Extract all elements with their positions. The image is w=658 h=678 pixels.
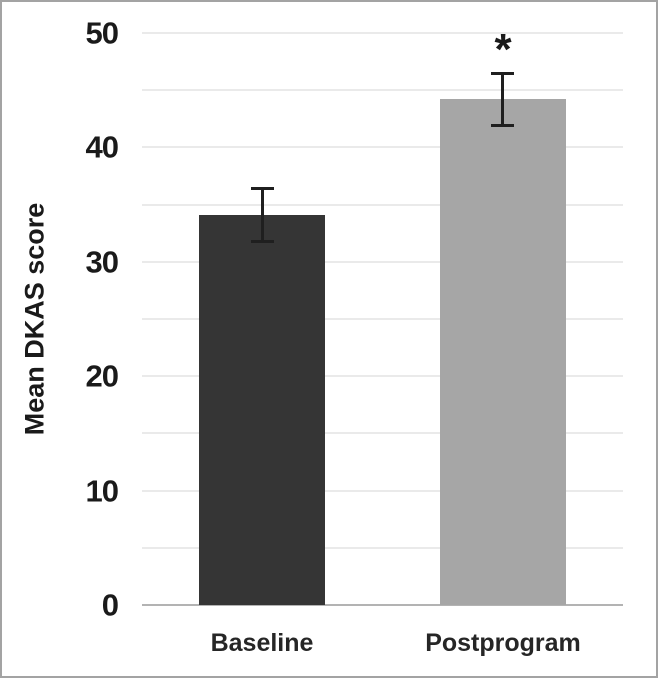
error-bar-cap-bottom bbox=[251, 240, 274, 243]
error-bar-line bbox=[501, 73, 504, 126]
y-axis-title: Mean DKAS score bbox=[19, 202, 50, 436]
gridline-35 bbox=[142, 204, 623, 206]
gridline-20 bbox=[142, 375, 623, 377]
y-tick-40: 40 bbox=[85, 129, 119, 165]
error-bar-line bbox=[261, 189, 264, 242]
error-bar-cap-top bbox=[251, 187, 274, 190]
error-bar-cap-top bbox=[491, 72, 514, 75]
gridline-30 bbox=[142, 261, 623, 263]
y-tick-10: 10 bbox=[85, 473, 119, 509]
error-bar-cap-bottom bbox=[491, 124, 514, 127]
gridline-45 bbox=[142, 89, 623, 91]
gridline-5 bbox=[142, 547, 623, 549]
category-label-postprogram: Postprogram bbox=[425, 629, 581, 657]
y-tick-20: 20 bbox=[85, 358, 119, 394]
gridline-50 bbox=[142, 32, 623, 34]
x-axis-line bbox=[142, 604, 623, 606]
bar-postprogram bbox=[440, 99, 566, 605]
plot-area bbox=[142, 32, 623, 606]
gridline-25 bbox=[142, 318, 623, 320]
significance-asterisk: * bbox=[494, 25, 512, 74]
category-label-baseline: Baseline bbox=[210, 629, 314, 657]
gridline-10 bbox=[142, 490, 623, 492]
y-tick-0: 0 bbox=[101, 587, 119, 623]
bar-baseline bbox=[199, 215, 325, 605]
y-tick-50: 50 bbox=[85, 15, 119, 51]
gridline-40 bbox=[142, 146, 623, 148]
gridline-15 bbox=[142, 432, 623, 434]
y-tick-30: 30 bbox=[85, 244, 119, 280]
